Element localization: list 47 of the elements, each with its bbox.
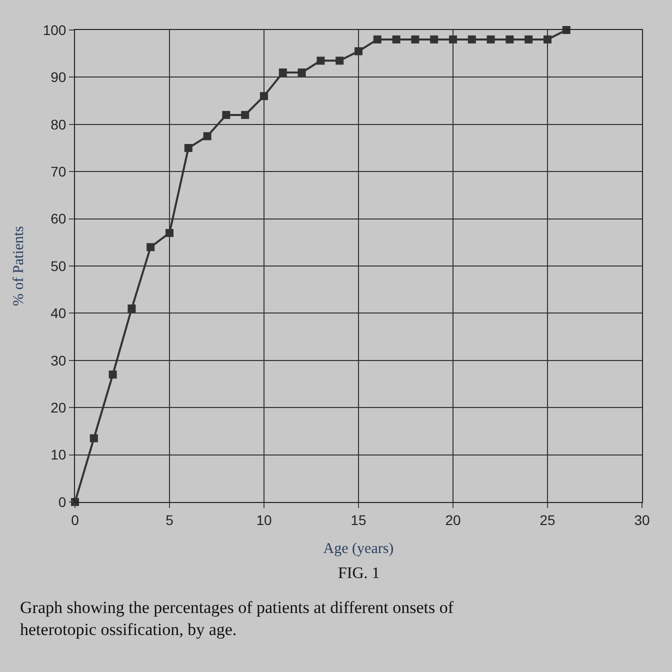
point [336,56,344,65]
y-tick-label: 20 [50,400,66,416]
point [166,228,174,237]
y-tick-label: 90 [50,69,66,86]
point [184,144,192,152]
point [468,35,476,44]
point [430,35,438,44]
point [354,47,362,56]
x-tick-label: 25 [540,512,556,528]
y-axis-title: % of Patients [11,226,28,306]
y-tick-label: 70 [50,164,66,180]
x-tick-label: 20 [445,512,461,528]
y-tick-label: 30 [50,352,66,368]
x-axis-title: Age (years) [323,540,394,557]
y-tick-label: 0 [58,494,66,510]
x-tick-label: 15 [350,512,366,528]
point [524,35,533,44]
text: Graph showing the percentages of patients at different onsets of heterotopic ossification, by age. [20,598,454,640]
y-tick-label: 80 [50,116,66,132]
point [222,110,230,119]
x-tick-label: 0 [71,512,80,528]
x-tick-label: 30 [634,512,650,528]
point [316,56,325,65]
point [260,92,268,100]
point [449,35,457,44]
point [146,243,155,252]
point [392,35,400,44]
y-tick-label: 60 [50,210,66,227]
x-tick-label: 10 [256,512,272,528]
point [411,35,420,44]
point [128,304,136,312]
point [90,434,98,442]
point [373,35,382,44]
point [298,68,306,76]
point [486,35,495,44]
point [278,68,287,76]
point [506,35,514,44]
y-tick-label: 40 [50,305,66,322]
point [241,110,250,119]
y-tick-label: 50 [50,258,66,274]
point [108,370,117,379]
point [544,35,552,44]
x-tick-label: 5 [166,512,174,528]
caption: FIG. 1 [338,565,380,582]
y-tick-label: 10 [50,446,66,463]
point [203,132,212,140]
y-tick-label: 100 [42,22,66,38]
